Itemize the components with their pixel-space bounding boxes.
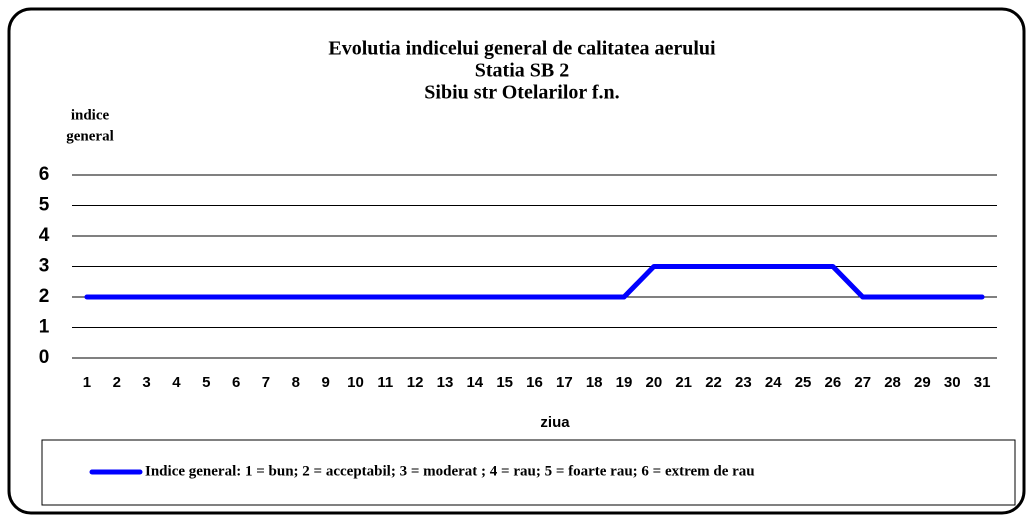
x-tick-label: 21 (675, 374, 692, 391)
y-tick-label: 2 (39, 286, 50, 307)
y-axis-label: general (66, 128, 113, 144)
y-axis-label: indice (71, 107, 110, 123)
x-tick-label: 12 (407, 374, 424, 391)
y-tick-label: 0 (39, 347, 50, 368)
x-tick-label: 26 (825, 374, 842, 391)
x-tick-label: 24 (765, 374, 782, 391)
x-tick-label: 28 (884, 374, 901, 391)
x-tick-label: 9 (321, 374, 329, 391)
chart-title: Sibiu str Otelarilor f.n. (424, 82, 619, 104)
legend-label: Indice general: 1 = bun; 2 = acceptabil;… (145, 463, 755, 479)
y-tick-label: 5 (39, 195, 50, 216)
x-tick-label: 8 (292, 374, 300, 391)
x-tick-label: 31 (974, 374, 991, 391)
x-tick-label: 15 (496, 374, 513, 391)
x-tick-label: 23 (735, 374, 752, 391)
chart-title: Evolutia indicelui general de calitatea … (328, 38, 716, 60)
x-tick-label: 18 (586, 374, 603, 391)
y-tick-label: 1 (39, 317, 50, 338)
data-line (84, 264, 985, 300)
x-tick-label: 11 (377, 374, 393, 391)
y-tick-label: 6 (39, 164, 50, 185)
x-tick-label: 10 (347, 374, 364, 391)
x-tick-label: 5 (202, 374, 210, 391)
x-tick-label: 16 (526, 374, 543, 391)
x-tick-label: 6 (232, 374, 240, 391)
x-tick-label: 7 (262, 374, 270, 391)
x-tick-label: 1 (83, 374, 91, 391)
x-tick-label: 14 (466, 374, 483, 391)
x-tick-label: 30 (944, 374, 961, 391)
x-tick-label: 13 (437, 374, 454, 391)
x-tick-label: 3 (142, 374, 150, 391)
chart-border (7, 7, 1026, 515)
x-tick-label: 27 (854, 374, 871, 391)
x-tick-label: 22 (705, 374, 722, 391)
x-tick-label: 20 (646, 374, 663, 391)
x-tick-label: 4 (172, 374, 181, 391)
x-tick-label: 17 (556, 374, 573, 391)
chart-title: Statia SB 2 (475, 60, 569, 82)
x-tick-label: 19 (616, 374, 633, 391)
y-tick-label: 4 (39, 225, 50, 246)
x-tick-label: 25 (795, 374, 812, 391)
x-tick-label: 29 (914, 374, 931, 391)
x-tick-label: 2 (113, 374, 121, 391)
legend-box (41, 439, 1016, 506)
x-axis-label: ziua (540, 414, 570, 431)
y-tick-label: 3 (39, 256, 50, 277)
